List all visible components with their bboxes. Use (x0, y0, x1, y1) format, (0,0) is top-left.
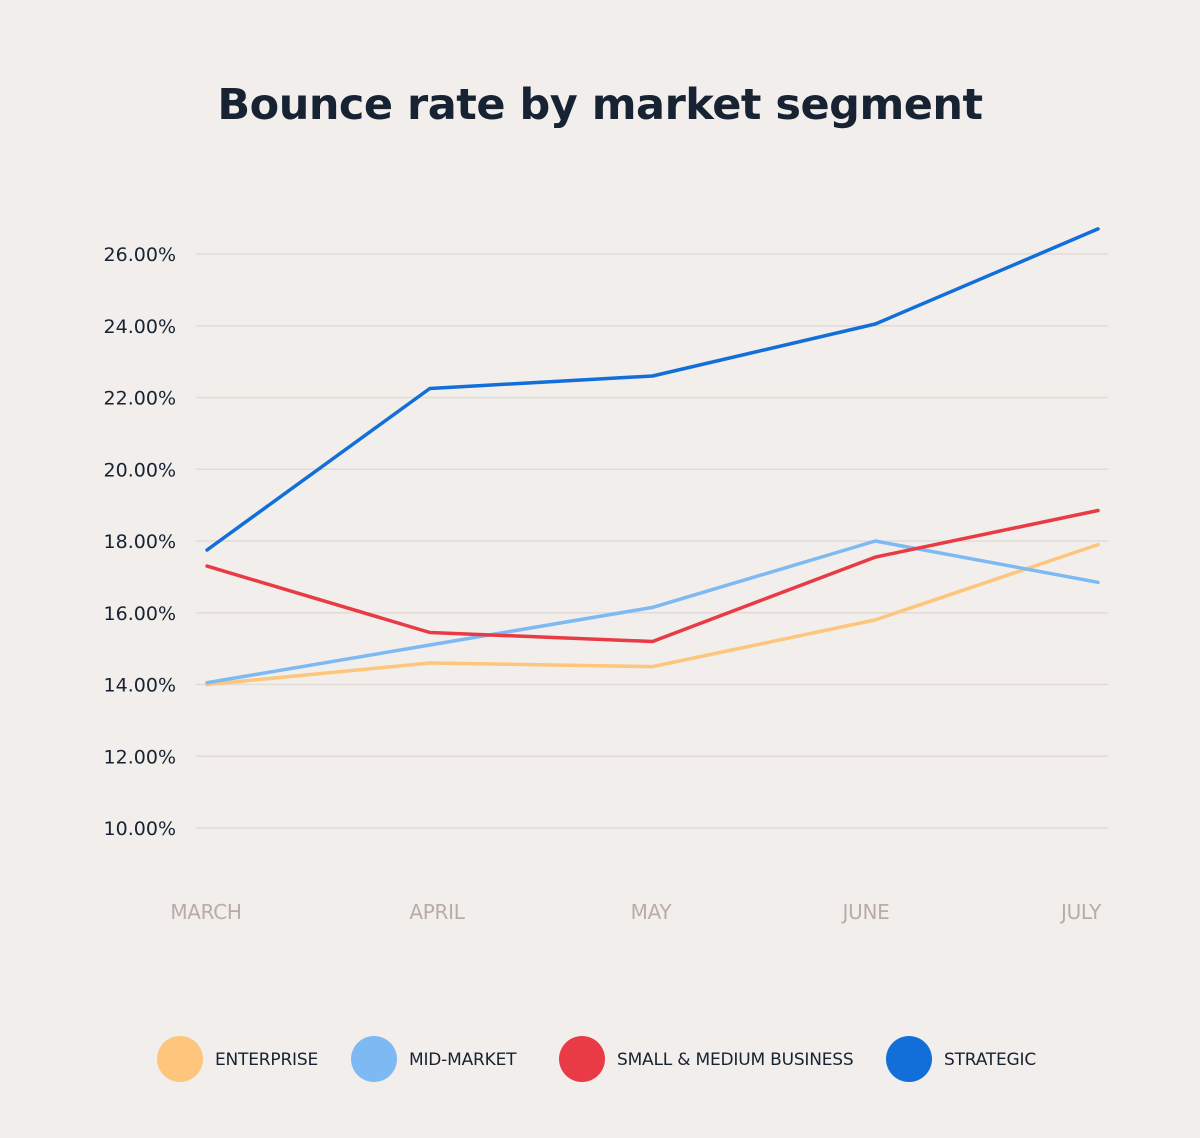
series-line-small-medium-business (205, 508, 1100, 644)
series-layer (205, 227, 1100, 687)
chart-title: Bounce rate by market segment (217, 80, 983, 130)
y-tick-label: 14.00% (104, 675, 176, 697)
x-tick-label: JULY (1059, 900, 1102, 924)
y-tick-label: 26.00% (104, 244, 176, 266)
y-tick-label: 24.00% (104, 316, 176, 338)
y-tick-label: 18.00% (104, 531, 176, 553)
grid-layer (196, 253, 1108, 829)
y-axis-ticks: 10.00% 12.00% 14.00% 16.00% 18.00% 20.00% 22.0… (104, 244, 176, 840)
y-tick-label: 22.00% (104, 388, 176, 410)
y-tick-label: 12.00% (104, 746, 176, 768)
series-line-strategic (205, 227, 1100, 552)
legend-label: ENTERPRISE (215, 1050, 318, 1070)
legend-swatch (559, 1036, 605, 1082)
legend-label: MID-MARKET (409, 1050, 517, 1070)
x-tick-label: MAY (631, 900, 673, 924)
legend-label: SMALL & MEDIUM BUSINESS (617, 1050, 853, 1070)
series-line-enterprise (205, 542, 1100, 687)
legend-label: STRATEGIC (944, 1050, 1036, 1070)
x-tick-label: JUNE (841, 900, 890, 924)
legend-swatch (351, 1036, 397, 1082)
x-tick-label: MARCH (170, 900, 241, 924)
series-line-mid-market (205, 539, 1100, 685)
legend-swatch (886, 1036, 932, 1082)
y-tick-label: 20.00% (104, 459, 176, 481)
legend-swatch (157, 1036, 203, 1082)
y-tick-label: 16.00% (104, 603, 176, 625)
y-tick-label: 10.00% (104, 818, 176, 840)
legend: ENTERPRISE MID-MARKET SMALL & MEDIUM BUSIN… (157, 1036, 1036, 1082)
x-tick-label: APRIL (409, 900, 465, 924)
x-axis-ticks: MARCH APRIL MAY JUNE JULY (170, 900, 1102, 924)
